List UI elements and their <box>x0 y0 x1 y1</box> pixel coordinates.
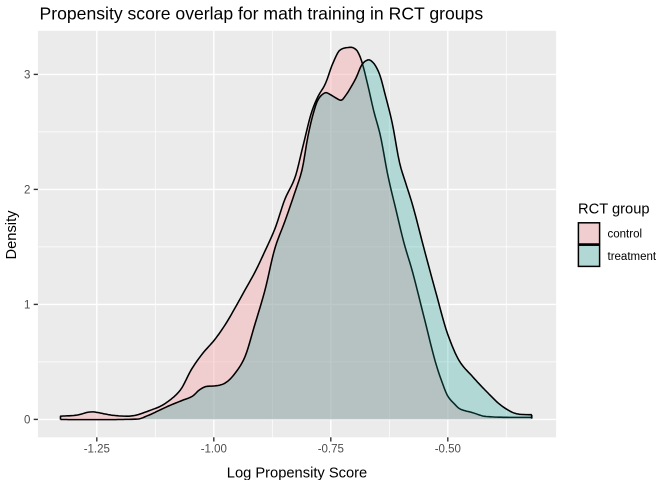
svg-text:0: 0 <box>24 414 30 426</box>
svg-text:Propensity score overlap for m: Propensity score overlap for math traini… <box>40 4 484 24</box>
svg-text:-1.00: -1.00 <box>201 444 227 456</box>
svg-text:treatment: treatment <box>608 251 657 263</box>
svg-text:Log Propensity Score: Log Propensity Score <box>227 466 367 480</box>
svg-text:Density: Density <box>4 210 20 260</box>
svg-text:3: 3 <box>24 69 30 81</box>
svg-text:-0.75: -0.75 <box>318 444 344 456</box>
svg-text:control: control <box>608 229 643 241</box>
svg-text:2: 2 <box>24 184 30 196</box>
svg-text:-1.25: -1.25 <box>84 444 110 456</box>
svg-text:-0.50: -0.50 <box>435 444 461 456</box>
svg-text:1: 1 <box>24 299 30 311</box>
svg-text:RCT group: RCT group <box>578 202 650 218</box>
